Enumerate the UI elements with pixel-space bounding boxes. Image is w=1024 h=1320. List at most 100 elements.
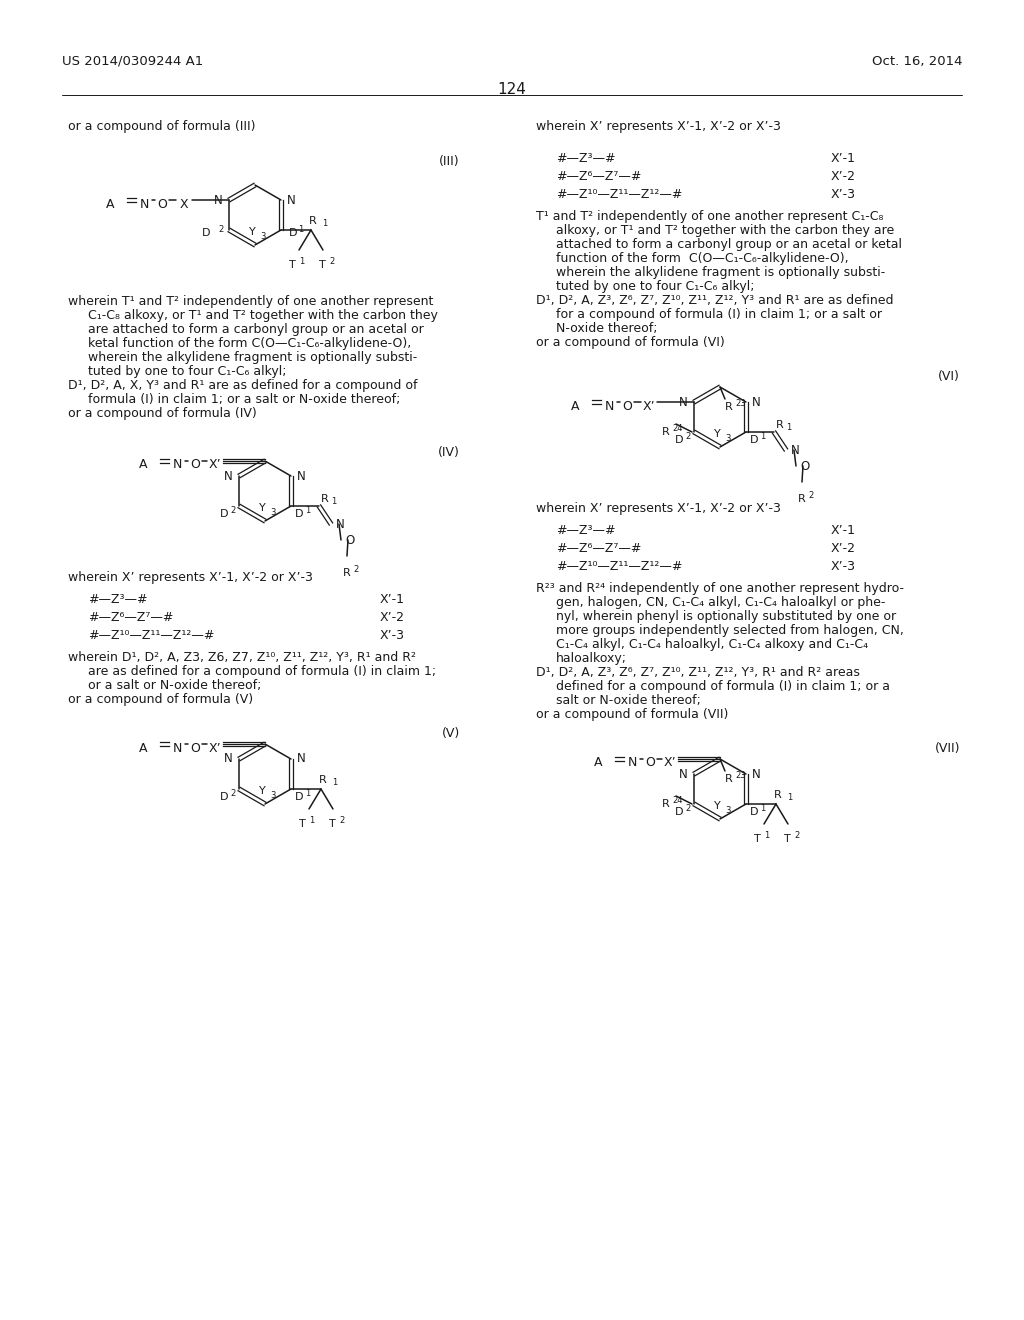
Text: N: N [297,470,306,483]
Text: D: D [675,807,683,817]
Text: 23: 23 [735,771,745,780]
Text: or a compound of formula (III): or a compound of formula (III) [68,120,256,133]
Text: Y: Y [259,785,265,796]
Text: 1: 1 [787,793,793,803]
Text: 3: 3 [270,791,275,800]
Text: N: N [287,194,296,206]
Text: wherein the alkylidene fragment is optionally substi-: wherein the alkylidene fragment is optio… [556,267,886,279]
Text: #—Z¹⁰—Z¹¹—Z¹²—#: #—Z¹⁰—Z¹¹—Z¹²—# [88,630,214,642]
Text: 3: 3 [725,434,730,444]
Text: 23: 23 [735,399,745,408]
Text: N: N [336,517,345,531]
Text: (VI): (VI) [938,370,961,383]
Text: A: A [570,400,580,412]
Text: T: T [299,818,306,829]
Text: N: N [752,767,761,780]
Text: R: R [309,216,316,226]
Text: R: R [725,774,733,784]
Text: R²³ and R²⁴ independently of one another represent hydro-: R²³ and R²⁴ independently of one another… [536,582,904,595]
Text: N: N [172,742,181,755]
Text: tuted by one to four C₁-C₆ alkyl;: tuted by one to four C₁-C₆ alkyl; [556,280,755,293]
Text: 1: 1 [305,789,310,799]
Text: D¹, D², A, Z³, Z⁶, Z⁷, Z¹⁰, Z¹¹, Z¹², Y³, R¹ and R² areas: D¹, D², A, Z³, Z⁶, Z⁷, Z¹⁰, Z¹¹, Z¹², Y³… [536,667,860,678]
Text: 1: 1 [760,804,765,813]
Text: X’-3: X’-3 [831,560,856,573]
Text: D: D [289,228,298,238]
Text: X’-3: X’-3 [380,630,406,642]
Text: salt or N-oxide thereof;: salt or N-oxide thereof; [556,694,700,708]
Text: #—Z⁶—Z⁷—#: #—Z⁶—Z⁷—# [556,543,641,554]
Text: 2: 2 [329,257,334,267]
Text: #—Z³—#: #—Z³—# [88,593,147,606]
Text: N: N [752,396,761,408]
Text: ketal function of the form C(O—C₁-C₆-alkylidene-O),: ketal function of the form C(O—C₁-C₆-alk… [88,337,412,350]
Text: or a compound of formula (IV): or a compound of formula (IV) [68,407,257,420]
Text: T¹ and T² independently of one another represent C₁-C₈: T¹ and T² independently of one another r… [536,210,884,223]
Text: 3: 3 [270,508,275,517]
Text: N: N [224,470,233,483]
Text: more groups independently selected from halogen, CN,: more groups independently selected from … [556,624,904,638]
Text: (VII): (VII) [935,742,961,755]
Text: 2: 2 [353,565,358,574]
Text: #—Z⁶—Z⁷—#: #—Z⁶—Z⁷—# [556,170,641,183]
Text: N: N [679,396,688,408]
Text: wherein X’ represents X’-1, X’-2 or X’-3: wherein X’ represents X’-1, X’-2 or X’-3 [536,502,781,515]
Text: are as defined for a compound of formula (I) in claim 1;: are as defined for a compound of formula… [88,665,436,678]
Text: R: R [319,775,327,785]
Text: O: O [800,459,809,473]
Text: N: N [628,756,637,770]
Text: T: T [289,260,296,271]
Text: X’: X’ [209,458,221,471]
Text: 24: 24 [672,796,683,805]
Text: Y: Y [714,801,720,810]
Text: X’-1: X’-1 [380,593,406,606]
Text: D: D [750,807,759,817]
Text: X’-2: X’-2 [380,611,406,624]
Text: Y: Y [714,429,720,440]
Text: #—Z¹⁰—Z¹¹—Z¹²—#: #—Z¹⁰—Z¹¹—Z¹²—# [556,560,682,573]
Text: R: R [343,568,351,578]
Text: D: D [220,792,228,803]
Text: D: D [220,510,228,519]
Text: 2: 2 [685,804,690,813]
Text: N: N [297,752,306,766]
Text: 2: 2 [218,226,223,235]
Text: 1: 1 [786,422,792,432]
Text: 2: 2 [230,506,236,515]
Text: C₁-C₈ alkoxy, or T¹ and T² together with the carbon they: C₁-C₈ alkoxy, or T¹ and T² together with… [88,309,438,322]
Text: wherein X’ represents X’-1, X’-2 or X’-3: wherein X’ represents X’-1, X’-2 or X’-3 [536,120,781,133]
Text: formula (I) in claim 1; or a salt or N-oxide thereof;: formula (I) in claim 1; or a salt or N-o… [88,393,400,407]
Text: D: D [295,510,303,519]
Text: O: O [157,198,167,210]
Text: 1: 1 [305,506,310,515]
Text: 3: 3 [260,232,265,242]
Text: wherein D¹, D², A, Z3, Z6, Z7, Z¹⁰, Z¹¹, Z¹², Y³, R¹ and R²: wherein D¹, D², A, Z3, Z6, Z7, Z¹⁰, Z¹¹,… [68,651,416,664]
Text: D: D [202,228,210,238]
Text: or a compound of formula (VII): or a compound of formula (VII) [536,708,728,721]
Text: R: R [321,494,329,504]
Text: gen, halogen, CN, C₁-C₄ alkyl, C₁-C₄ haloalkyl or phe-: gen, halogen, CN, C₁-C₄ alkyl, C₁-C₄ hal… [556,597,886,609]
Text: D: D [750,436,759,445]
Text: N: N [604,400,613,412]
Text: 1: 1 [764,832,769,840]
Text: #—Z⁶—Z⁷—#: #—Z⁶—Z⁷—# [88,611,173,624]
Text: N: N [224,752,233,766]
Text: alkoxy, or T¹ and T² together with the carbon they are: alkoxy, or T¹ and T² together with the c… [556,224,894,238]
Text: (V): (V) [441,727,460,741]
Text: O: O [190,458,200,471]
Text: X’-1: X’-1 [831,524,856,537]
Text: N: N [791,444,800,457]
Text: X’-2: X’-2 [831,543,856,554]
Text: attached to form a carbonyl group or an acetal or ketal: attached to form a carbonyl group or an … [556,238,902,251]
Text: 2: 2 [808,491,813,500]
Text: nyl, wherein phenyl is optionally substituted by one or: nyl, wherein phenyl is optionally substi… [556,610,896,623]
Text: D: D [295,792,303,803]
Text: 2: 2 [339,816,344,825]
Text: R: R [725,403,733,412]
Text: 1: 1 [309,816,314,825]
Text: or a compound of formula (VI): or a compound of formula (VI) [536,337,725,348]
Text: A: A [105,198,115,210]
Text: or a salt or N-oxide thereof;: or a salt or N-oxide thereof; [88,678,261,692]
Text: tuted by one to four C₁-C₆ alkyl;: tuted by one to four C₁-C₆ alkyl; [88,366,287,378]
Text: 124: 124 [498,82,526,96]
